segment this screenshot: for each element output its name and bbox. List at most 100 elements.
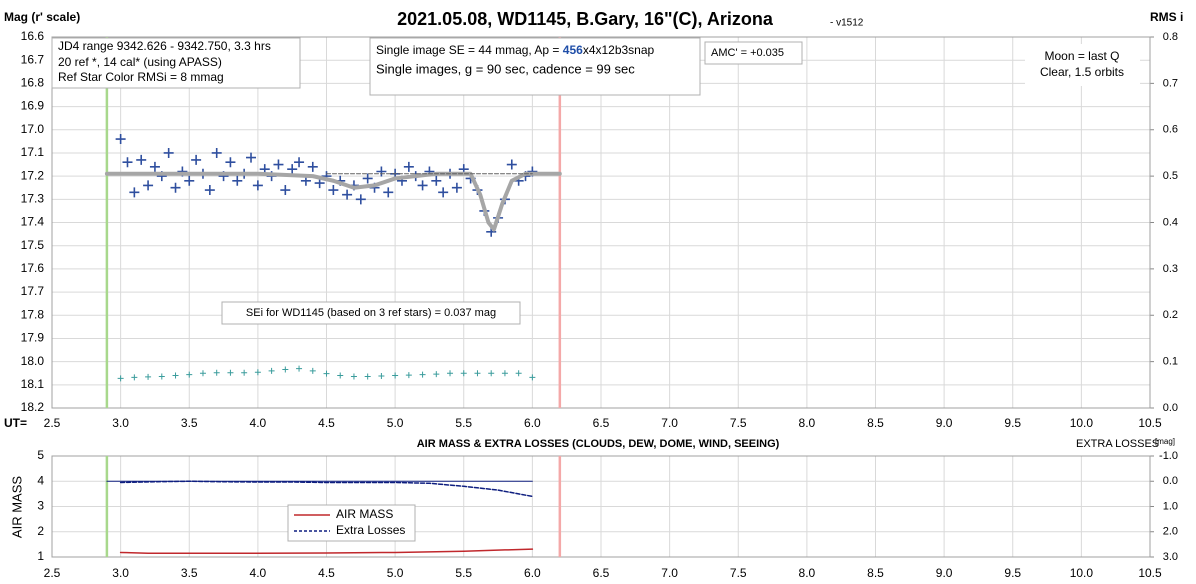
y2-tick-label: -1.0: [1159, 450, 1178, 462]
x-tick-label: 9.0: [936, 416, 953, 430]
plot-frame: [51, 36, 1151, 409]
x-tick-label: 6.0: [524, 566, 541, 580]
data-point: [232, 175, 243, 186]
y2-tick-label: 0.0: [1163, 475, 1178, 487]
data-point: [431, 175, 442, 186]
x-tick-label: 6.5: [593, 566, 610, 580]
annotation-box: [369, 37, 701, 96]
y2-tick-label: 0.6: [1163, 124, 1178, 136]
data-point: [403, 161, 414, 172]
y-axis-label: AIR MASS: [9, 476, 24, 538]
data-point: [419, 371, 426, 378]
data-point: [268, 367, 275, 374]
data-point: [433, 371, 440, 378]
x-tick-label: 9.0: [936, 566, 953, 580]
data-point: [460, 370, 467, 377]
y-tick-label: 16.9: [21, 99, 45, 113]
annotation-box: [221, 301, 521, 325]
x-tick-label: 6.5: [593, 416, 610, 430]
annotation-text: Ref Star Color RMSi = 8 mmag: [58, 70, 224, 84]
y2-tick-label: 0.3: [1163, 263, 1178, 275]
x-tick-label: 4.0: [250, 566, 267, 580]
chart-title: 2021.05.08, WD1145, B.Gary, 16"(C), Ariz…: [397, 9, 774, 29]
y-tick-label: 3: [37, 499, 44, 513]
y2-axis-label: EXTRA LOSSES: [1076, 438, 1159, 450]
data-point: [191, 154, 202, 165]
y-tick-label: 17.2: [21, 168, 45, 182]
x-tick-label: 7.0: [661, 416, 678, 430]
data-point: [184, 175, 195, 186]
y2-tick-label: 0.7: [1163, 77, 1178, 89]
legend-label: Extra Losses: [336, 523, 405, 537]
data-point: [163, 147, 174, 158]
data-point: [241, 369, 248, 376]
x-tick-label: 9.5: [1004, 566, 1021, 580]
data-point: [417, 180, 428, 191]
data-point: [227, 369, 234, 376]
y-tick-label: 16.7: [21, 52, 45, 66]
data-point: [294, 157, 305, 168]
data-point: [474, 370, 481, 377]
chart-subtitle: - v1512: [830, 18, 864, 29]
x-tick-label: 3.0: [112, 566, 129, 580]
data-point: [204, 185, 215, 196]
data-point: [282, 366, 289, 373]
data-point: [211, 147, 222, 158]
y2-tick-label: 0.1: [1163, 356, 1178, 368]
data-point: [172, 372, 179, 379]
data-point: [225, 157, 236, 168]
y-tick-label: 17.8: [21, 307, 45, 321]
data-point: [405, 372, 412, 379]
data-point: [145, 373, 152, 380]
x-tick-label: 4.0: [250, 416, 267, 430]
y2-tick-label: 0.0: [1163, 402, 1178, 414]
y2-tick-label: 3.0: [1163, 551, 1178, 563]
y2-tick-label: 2.0: [1163, 526, 1178, 538]
y-tick-label: 17.7: [21, 284, 45, 298]
y-tick-label: 17.3: [21, 191, 45, 205]
data-point: [488, 370, 495, 377]
annotation-text: Single image SE = 44 mmag, Ap = 456x4x12…: [376, 43, 655, 57]
x-tick-label: 5.0: [387, 416, 404, 430]
data-point: [378, 373, 385, 380]
data-point: [355, 194, 366, 205]
data-point: [122, 157, 133, 168]
y-axis-label: Mag (r' scale): [4, 10, 80, 24]
data-point: [158, 373, 165, 380]
x-tick-label: 6.0: [524, 416, 541, 430]
legend-box: [287, 504, 416, 542]
x-tick-label: 10.5: [1138, 566, 1162, 580]
annotation-text: AMC' = +0.035: [711, 47, 784, 59]
x-tick-label: 8.5: [867, 566, 884, 580]
data-line: [119, 548, 534, 554]
x-tick-label: 2.5: [44, 566, 61, 580]
y2-axis-unit: [mag]: [1155, 437, 1175, 446]
x-tick-label: 5.5: [455, 566, 472, 580]
data-point: [364, 373, 371, 380]
annotation-part: Single image SE = 44 mmag, Ap =: [376, 43, 563, 57]
x-tick-label: 5.5: [455, 416, 472, 430]
x-tick-label: 7.0: [661, 566, 678, 580]
annotation-text: Moon = last Q: [1044, 49, 1119, 63]
data-point: [376, 166, 387, 177]
annotation-text: JD4 range 9342.626 - 9342.750, 3.3 hrs: [58, 39, 271, 53]
data-point: [149, 161, 160, 172]
x-tick-label: 4.5: [318, 566, 335, 580]
data-point: [129, 187, 140, 198]
data-point: [213, 369, 220, 376]
chart-title: AIR MASS & EXTRA LOSSES (CLOUDS, DEW, DO…: [417, 438, 780, 450]
data-point: [323, 370, 330, 377]
data-point: [309, 367, 316, 374]
y-tick-label: 17.0: [21, 122, 45, 136]
plot-frame: [51, 455, 1151, 558]
data-point: [350, 373, 357, 380]
y2-tick-label: 0.4: [1163, 216, 1178, 228]
annotation-text: Clear, 1.5 orbits: [1040, 65, 1124, 79]
annotation-text: Single images, g = 90 sec, cadence = 99 …: [376, 61, 635, 76]
data-point: [307, 161, 318, 172]
data-point: [136, 154, 147, 165]
data-point: [451, 182, 462, 193]
data-point: [383, 187, 394, 198]
data-point: [273, 159, 284, 170]
legend-label: AIR MASS: [336, 507, 393, 521]
